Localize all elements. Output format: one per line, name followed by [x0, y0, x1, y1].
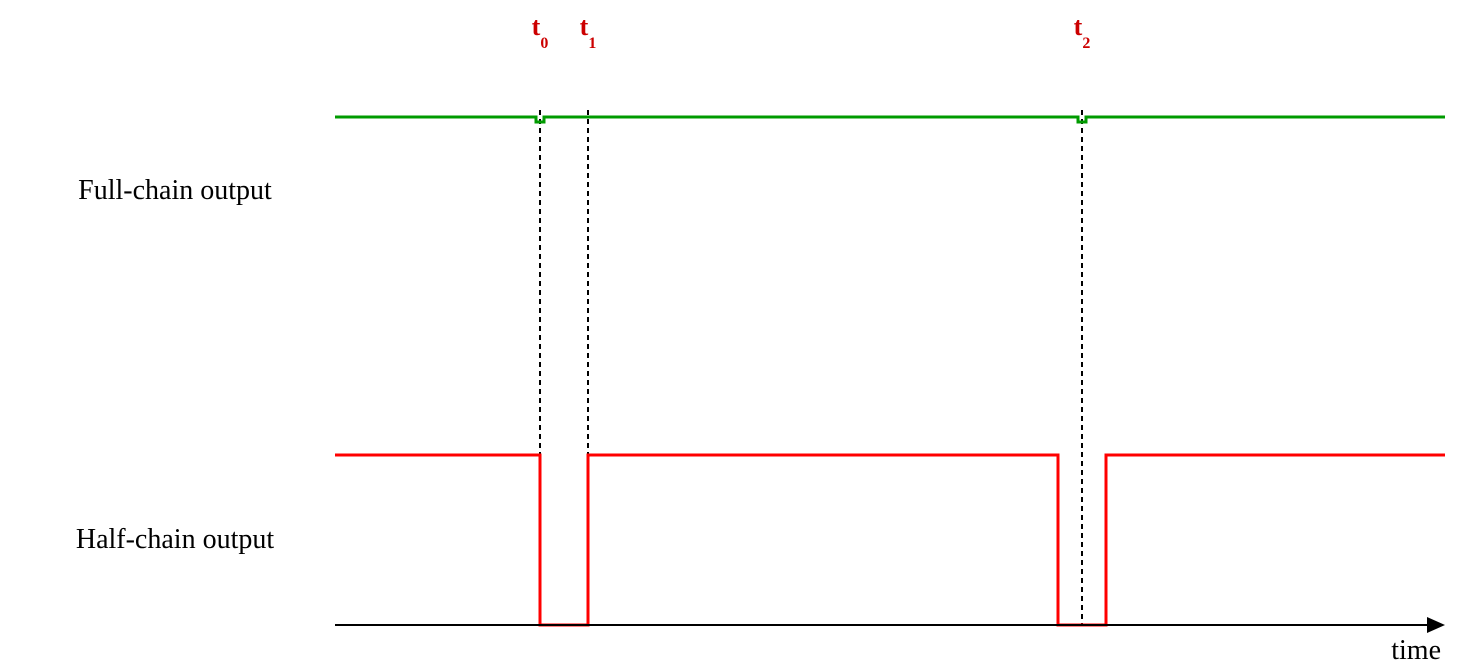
time-marker-t1: t1 — [580, 12, 597, 52]
half_chain_output-waveform — [335, 455, 1445, 625]
full_chain_output-waveform — [335, 117, 1445, 122]
half_chain_output-label: Half-chain output — [76, 524, 274, 555]
x-axis-label: time — [1391, 635, 1441, 661]
time-marker-t2: t2 — [1074, 12, 1091, 52]
full_chain_output-label: Full-chain output — [78, 175, 272, 206]
timing-diagram: Full-chain output Half-chain output time t0… — [0, 0, 1465, 661]
x-axis-arrowhead — [1427, 617, 1445, 633]
time-marker-t0: t0 — [532, 12, 549, 52]
